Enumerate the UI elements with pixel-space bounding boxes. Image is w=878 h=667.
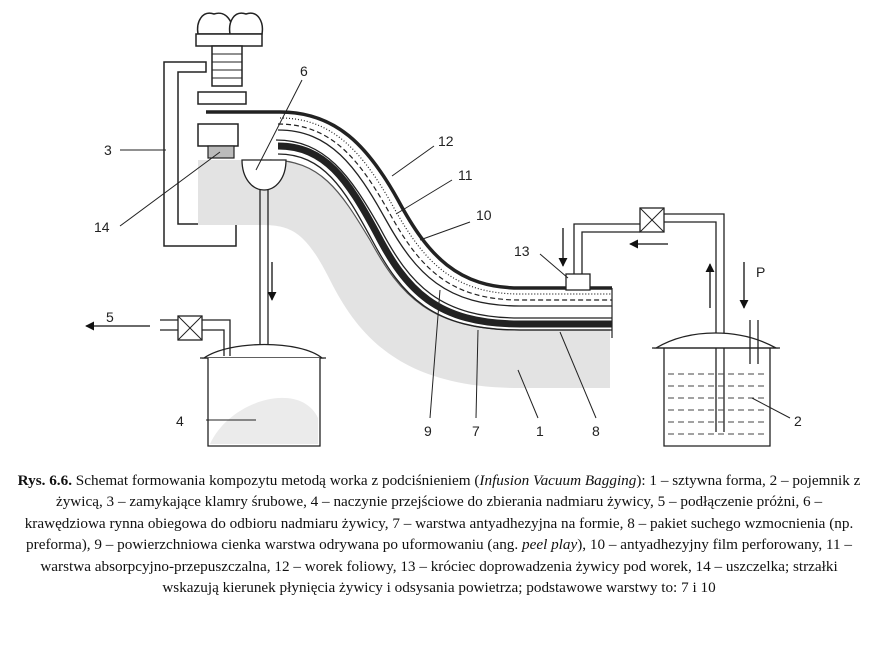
- label-8: 8: [592, 423, 600, 439]
- label-11: 11: [458, 167, 473, 183]
- caption-title-italic: Infusion Vacuum Bagging: [479, 472, 637, 489]
- label-13: 13: [514, 243, 530, 259]
- laminate-layers: [206, 110, 613, 338]
- label-12: 12: [438, 133, 454, 149]
- label-14: 14: [94, 219, 110, 235]
- label-P: P: [756, 264, 765, 280]
- label-7: 7: [472, 423, 480, 439]
- label-3: 3: [104, 142, 112, 158]
- seal-gasket: [207, 145, 235, 159]
- overflow-vessel: [85, 315, 326, 447]
- caption-text-italic: peel play: [522, 536, 578, 554]
- figure-number: Rys. 6.6.: [17, 472, 72, 489]
- caption-title: Schemat formowania kompozytu metodą work…: [72, 472, 480, 489]
- label-9: 9: [424, 423, 432, 439]
- label-2: 2: [794, 413, 802, 429]
- caption-text-b: ), 10 – antyadhezyjny film perforowany, …: [40, 536, 852, 597]
- rigid-mold: [198, 160, 610, 388]
- label-10: 10: [476, 207, 492, 223]
- label-6: 6: [300, 63, 308, 79]
- leader-lines: [119, 79, 791, 421]
- label-4: 4: [176, 413, 184, 429]
- screw-clamp: [163, 12, 264, 247]
- resin-supply: [558, 207, 780, 447]
- vacuum-bagging-diagram: 3 14 6 12 11 10 13 5 4 9 7 1 8 P 2: [85, 12, 802, 447]
- label-1: 1: [536, 423, 544, 439]
- label-5: 5: [106, 309, 114, 325]
- caption-text-a: ): 1 – sztywna forma, 2 – pojemnik z żyw…: [24, 472, 861, 554]
- figure-caption: Rys. 6.6. Schemat formowania kompozytu m…: [14, 470, 864, 598]
